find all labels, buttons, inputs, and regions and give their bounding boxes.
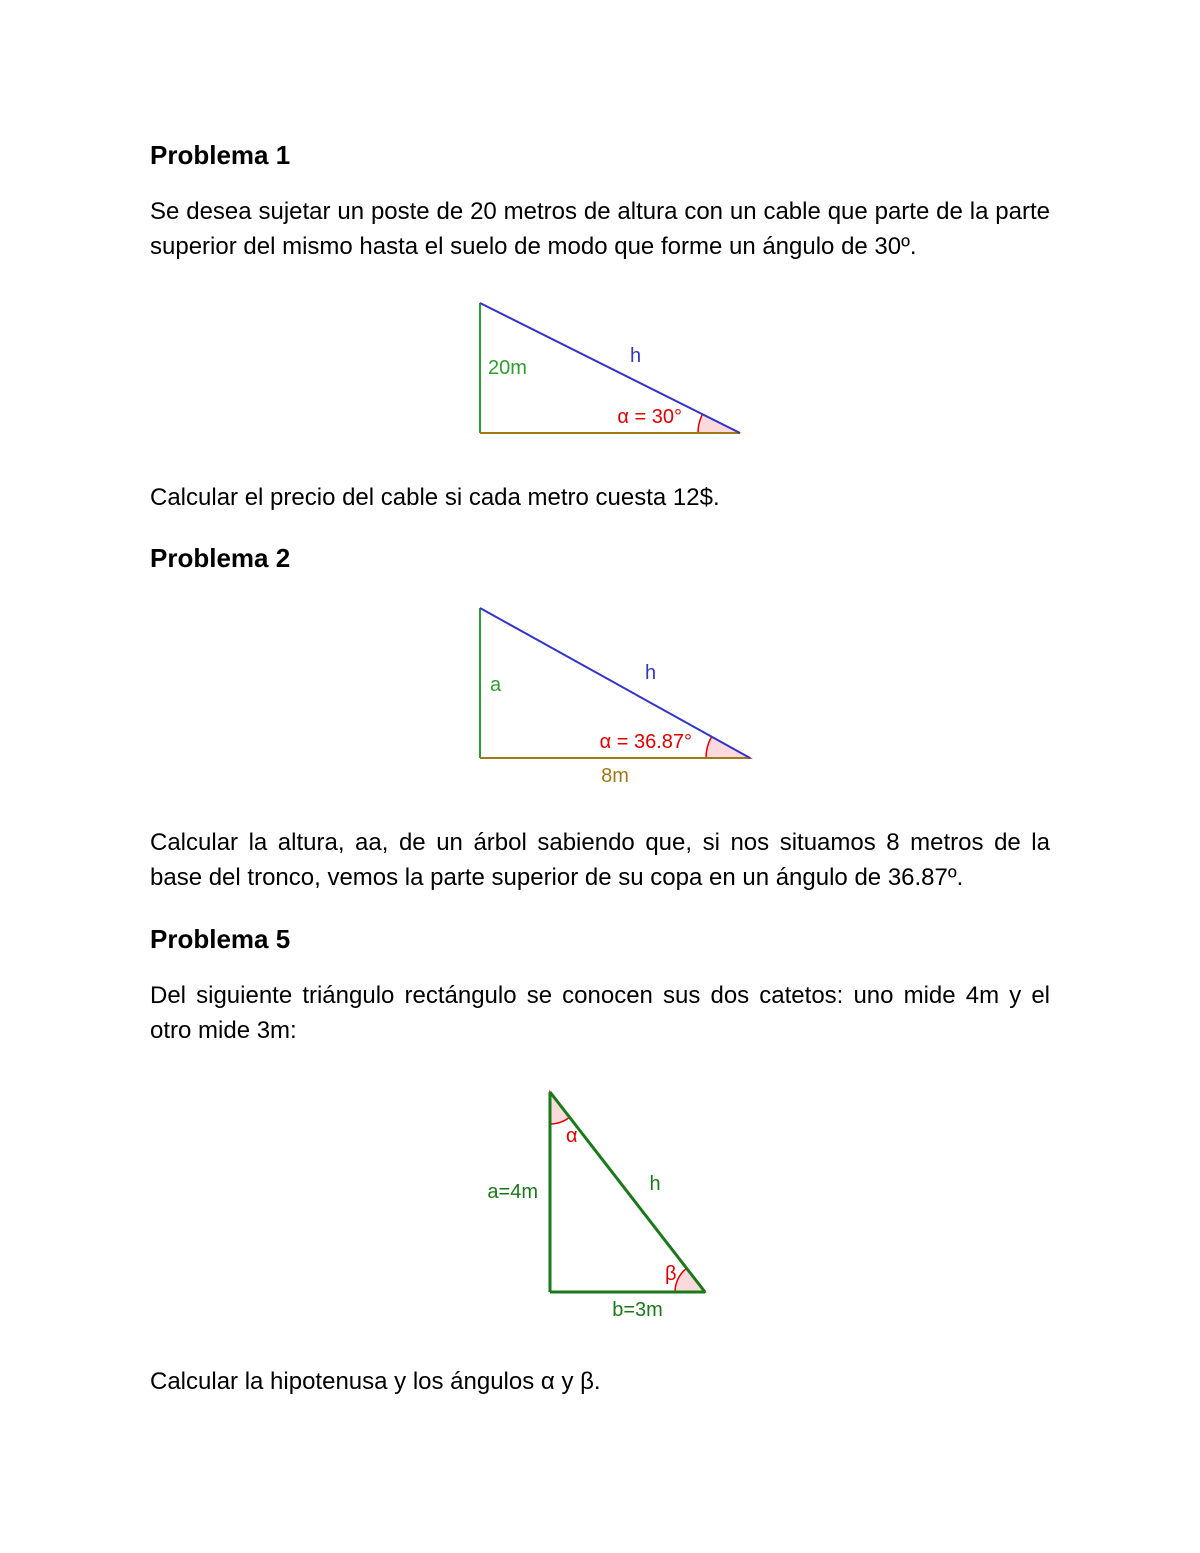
problem5-text1: Del siguiente triángulo rectángulo se co…	[150, 979, 1050, 1049]
problem5-title: Problema 5	[150, 924, 1050, 955]
problem1-text2: Calcular el precio del cable si cada met…	[150, 481, 1050, 516]
svg-text:β: β	[665, 1263, 677, 1285]
svg-text:h: h	[645, 662, 656, 684]
svg-text:a: a	[490, 674, 502, 696]
svg-text:h: h	[650, 1173, 661, 1195]
problem2-figure: a h α = 36.87° 8m	[150, 598, 1050, 798]
problem2-text1: Calcular la altura, aa, de un árbol sabi…	[150, 826, 1050, 896]
svg-text:α: α	[566, 1125, 578, 1147]
svg-text:b=3m: b=3m	[612, 1299, 663, 1321]
problem5-figure: a=4m b=3m h α β	[150, 1077, 1050, 1337]
svg-text:α = 36.87°: α = 36.87°	[600, 731, 692, 753]
svg-text:h: h	[630, 345, 641, 367]
svg-text:8m: 8m	[601, 765, 629, 787]
problem1-figure: 20m h α = 30°	[150, 293, 1050, 453]
problem1-text1: Se desea sujetar un poste de 20 metros d…	[150, 195, 1050, 265]
svg-text:α = 30°: α = 30°	[617, 406, 682, 428]
problem2-title: Problema 2	[150, 543, 1050, 574]
svg-text:a=4m: a=4m	[487, 1181, 538, 1203]
problem1-title: Problema 1	[150, 140, 1050, 171]
svg-text:20m: 20m	[488, 357, 527, 379]
problem5-text2: Calcular la hipotenusa y los ángulos α y…	[150, 1365, 1050, 1400]
